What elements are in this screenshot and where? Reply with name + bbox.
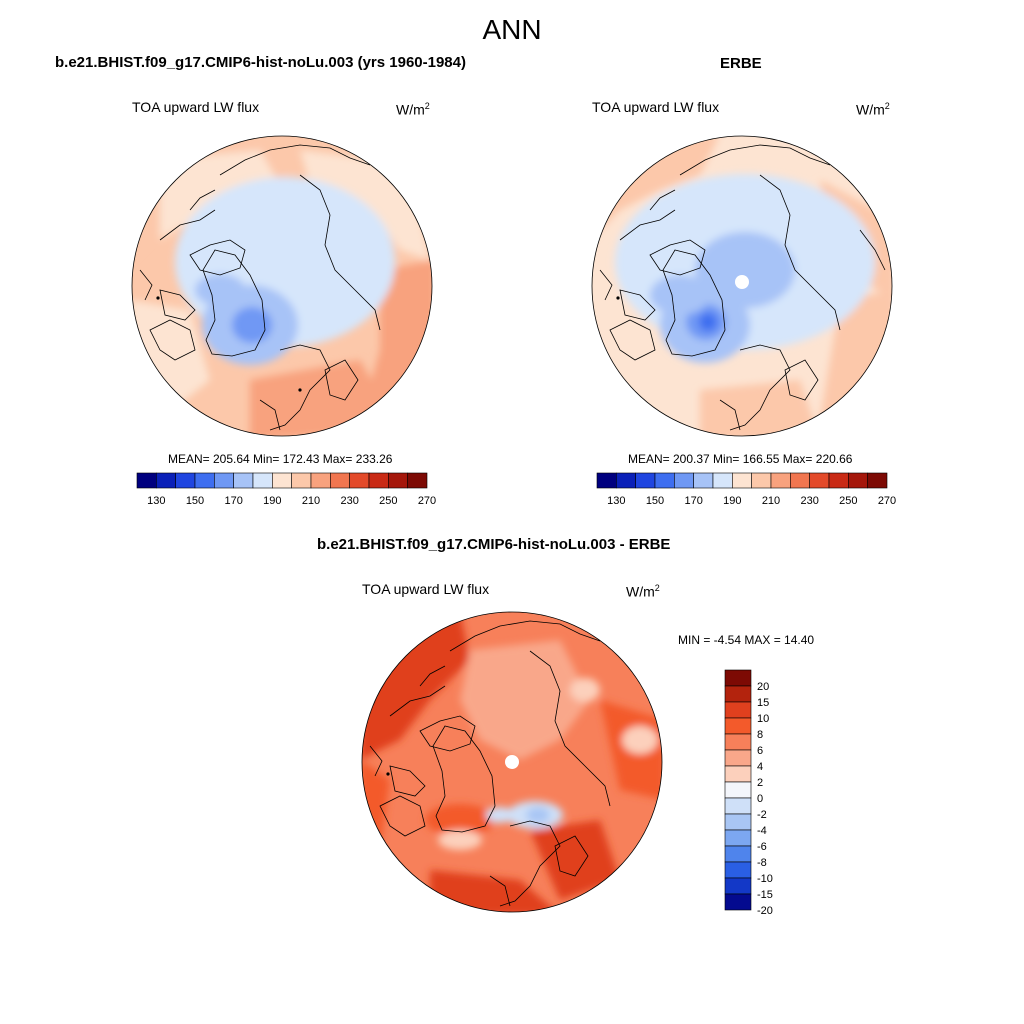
colorbar-difference-swatch bbox=[724, 765, 752, 783]
panel-3-variable-label: TOA upward LW flux bbox=[362, 581, 490, 597]
colorbar-difference-swatch bbox=[724, 701, 752, 719]
colorbar-difference-swatch bbox=[724, 685, 752, 703]
colorbar-model-swatch bbox=[291, 472, 312, 489]
colorbar-model-tick-label: 190 bbox=[263, 495, 281, 507]
colorbar-difference-tick-label: -10 bbox=[757, 873, 773, 885]
colorbar-erbe-swatch bbox=[770, 472, 791, 489]
colorbar-difference-swatch bbox=[724, 861, 752, 879]
colorbar-difference-tick-label: 20 bbox=[757, 681, 769, 693]
colorbar-model-swatch bbox=[175, 472, 196, 489]
colorbar-difference-tick-label: -20 bbox=[757, 905, 773, 917]
colorbar-difference-tick-label: 10 bbox=[757, 713, 769, 725]
colorbar-erbe-tick-label: 150 bbox=[646, 495, 664, 507]
colorbar-difference-tick-label: -6 bbox=[757, 841, 767, 853]
colorbar-model-tick-label: 210 bbox=[302, 495, 320, 507]
colorbar-erbe-swatch bbox=[732, 472, 752, 489]
colorbar-erbe-swatch bbox=[867, 472, 888, 489]
figure-title: ANN bbox=[482, 14, 542, 45]
colorbar-difference-swatch bbox=[724, 781, 752, 799]
colorbar-difference-swatch bbox=[724, 749, 752, 767]
colorbar-model-tick-label: 150 bbox=[186, 495, 204, 507]
panel-1-units: W/m2 bbox=[396, 101, 430, 118]
colorbar-model-swatch bbox=[407, 472, 428, 489]
panel-2-variable-label: TOA upward LW flux bbox=[592, 99, 720, 115]
panel-2-units: W/m2 bbox=[856, 101, 890, 118]
colorbar-difference-tick-label: -2 bbox=[757, 809, 767, 821]
colorbar-erbe-tick-label: 250 bbox=[839, 495, 857, 507]
colorbar-erbe-tick-label: 230 bbox=[800, 495, 818, 507]
colorbar-difference-swatch bbox=[724, 797, 752, 815]
colorbar-erbe-tick-label: 170 bbox=[684, 495, 702, 507]
colorbar-model-tick-label: 130 bbox=[147, 495, 165, 507]
colorbar-erbe-swatch bbox=[596, 472, 617, 489]
colorbar-model-tick-label: 170 bbox=[224, 495, 242, 507]
colorbar-difference-swatch bbox=[724, 845, 752, 863]
colorbar-model-swatch bbox=[214, 472, 234, 489]
colorbar-erbe-swatch bbox=[635, 472, 656, 489]
colorbar-difference-tick-label: -15 bbox=[757, 889, 773, 901]
colorbar-model-swatch bbox=[252, 472, 273, 489]
colorbar-erbe-swatch bbox=[828, 472, 849, 489]
colorbar-model-swatch bbox=[156, 472, 176, 489]
colorbar-erbe-swatch bbox=[674, 472, 694, 489]
colorbar-erbe-swatch bbox=[693, 472, 714, 489]
colorbar-model-swatch bbox=[233, 472, 254, 489]
colorbar-erbe-tick-label: 210 bbox=[762, 495, 780, 507]
panel-3-units: W/m2 bbox=[626, 583, 660, 600]
colorbar-model-swatch bbox=[194, 472, 215, 489]
colorbar-difference-tick-label: -8 bbox=[757, 857, 767, 869]
colorbar-erbe-tick-label: 190 bbox=[723, 495, 741, 507]
colorbar-difference-tick-label: -4 bbox=[757, 825, 767, 837]
colorbar-difference-tick-label: 15 bbox=[757, 697, 769, 709]
colorbar-erbe-swatch bbox=[790, 472, 810, 489]
colorbar-difference-swatch bbox=[724, 829, 752, 847]
colorbar-difference-swatch bbox=[724, 893, 752, 911]
colorbar-difference-tick-label: 2 bbox=[757, 777, 763, 789]
panel-1-stats: MEAN= 205.64 Min= 172.43 Max= 233.26 bbox=[168, 452, 393, 466]
colorbar-model-tick-label: 230 bbox=[340, 495, 358, 507]
colorbar-erbe: 130 150 170 190 210 230 250 270 bbox=[596, 472, 896, 507]
map-erbe-tlw bbox=[591, 135, 893, 437]
colorbar-model-swatch bbox=[349, 472, 370, 489]
colorbar-erbe-tick-label: 270 bbox=[878, 495, 896, 507]
colorbar-erbe-swatch bbox=[654, 472, 675, 489]
colorbar-model-tick-label: 270 bbox=[418, 495, 436, 507]
panel-2-title: ERBE bbox=[720, 55, 762, 72]
colorbar-erbe-swatch bbox=[712, 472, 733, 489]
colorbar-difference-swatch bbox=[724, 669, 752, 687]
panel-3-title: b.e21.BHIST.f09_g17.CMIP6-hist-noLu.003 … bbox=[317, 536, 671, 553]
colorbar-model-swatch bbox=[310, 472, 331, 489]
colorbar-model-swatch bbox=[368, 472, 389, 489]
colorbar-erbe-swatch bbox=[848, 472, 868, 489]
colorbar-model-tick-label: 250 bbox=[379, 495, 397, 507]
panel-2-stats: MEAN= 200.37 Min= 166.55 Max= 220.66 bbox=[628, 452, 853, 466]
colorbar-erbe-swatch bbox=[616, 472, 636, 489]
colorbar-model: 130 150 170 190 210 230 250 270 bbox=[136, 472, 436, 507]
colorbar-difference-tick-label: 0 bbox=[757, 793, 763, 805]
colorbar-model-swatch bbox=[136, 472, 157, 489]
colorbar-difference-tick-label: 4 bbox=[757, 761, 763, 773]
colorbar-difference-tick-label: 8 bbox=[757, 729, 763, 741]
colorbar-difference-swatch bbox=[724, 717, 752, 735]
colorbar-difference-swatch bbox=[724, 877, 752, 895]
colorbar-erbe-tick-label: 130 bbox=[607, 495, 625, 507]
panel-1-title: b.e21.BHIST.f09_g17.CMIP6-hist-noLu.003 … bbox=[55, 54, 466, 71]
colorbar-model-swatch bbox=[388, 472, 408, 489]
colorbar-erbe-swatch bbox=[809, 472, 830, 489]
colorbar-erbe-swatch bbox=[751, 472, 772, 489]
panel-3-stats: MIN = -4.54 MAX = 14.40 bbox=[678, 633, 815, 647]
panel-1-variable-label: TOA upward LW flux bbox=[132, 99, 260, 115]
colorbar-difference-swatch bbox=[724, 813, 752, 831]
map-difference-tlw bbox=[361, 611, 663, 913]
colorbar-model-swatch bbox=[272, 472, 292, 489]
map-model-tlw bbox=[131, 135, 433, 437]
colorbar-difference-tick-label: 6 bbox=[757, 745, 763, 757]
colorbar-model-swatch bbox=[330, 472, 350, 489]
colorbar-difference-swatch bbox=[724, 733, 752, 751]
